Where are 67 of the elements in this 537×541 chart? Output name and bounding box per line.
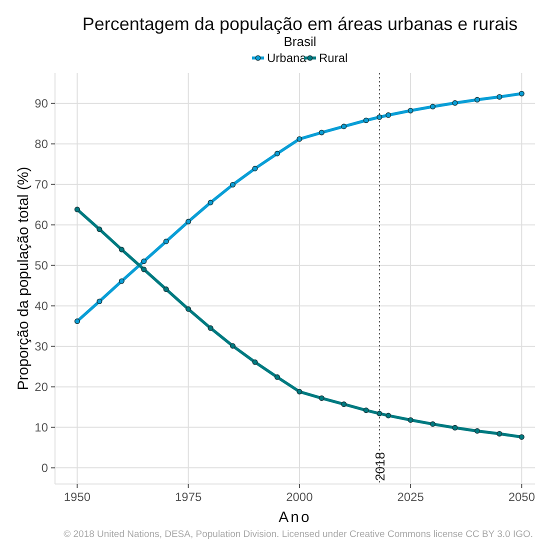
point (496, 430, 502, 437)
x-tick-label: 2000 (286, 490, 314, 504)
point (274, 150, 280, 156)
point (163, 238, 169, 244)
point (386, 112, 392, 118)
point (518, 434, 524, 440)
point (363, 408, 369, 414)
y-tick-label: 60 (34, 218, 48, 232)
y-axis-title: Proporção da população total (%) (15, 166, 32, 390)
x-axis-title: Ano (278, 509, 312, 526)
point (341, 401, 347, 408)
point (118, 246, 124, 252)
point (408, 417, 414, 423)
point (141, 258, 147, 264)
chart-subtitle: Brasil (284, 34, 316, 49)
legend-label: Rural (319, 51, 348, 66)
x-tick-label: 2050 (508, 490, 536, 504)
point (74, 206, 80, 212)
point (163, 286, 169, 292)
point (496, 94, 502, 100)
point (296, 388, 302, 394)
y-tick-label: 10 (34, 420, 48, 435)
point (252, 359, 258, 365)
point (318, 395, 324, 401)
y-tick-label: 80 (34, 137, 48, 152)
point (452, 424, 458, 431)
y-tick-label: 30 (34, 340, 48, 354)
point (452, 100, 458, 106)
point (318, 130, 324, 136)
chart-title: Percentagem da população em áreas urbanas e rurais (82, 14, 518, 34)
text: © 2018 United Nations, DESA, Population Division. Licensed under Creative Commons license CC BY 3.0 IGO. (64, 529, 533, 540)
x-tick-label: 1950 (64, 490, 91, 504)
y-tick-label: 20 (34, 380, 48, 394)
y-tick-label: 40 (34, 299, 48, 314)
point (408, 108, 414, 114)
point (252, 166, 258, 172)
legend-label: Urbana (267, 51, 307, 66)
point (518, 90, 524, 96)
point (376, 410, 382, 416)
point (230, 182, 236, 188)
point (363, 118, 369, 124)
point (386, 412, 392, 418)
point (208, 325, 214, 331)
x-tick-label: 2025 (397, 490, 424, 504)
y-tick-label: 50 (34, 258, 48, 273)
point (186, 306, 192, 312)
ref-line-label: 2018 (372, 452, 388, 481)
point (474, 96, 480, 103)
point (186, 218, 192, 224)
point (118, 278, 124, 284)
y-tick-label: 70 (34, 178, 48, 192)
point (274, 374, 280, 380)
point (430, 421, 436, 427)
point (96, 298, 102, 304)
point (341, 124, 347, 130)
point (230, 343, 236, 349)
point (296, 136, 302, 142)
point (208, 200, 214, 206)
point (96, 226, 102, 232)
point (74, 318, 80, 324)
point (376, 114, 382, 120)
point (430, 104, 436, 110)
y-tick-label: 0 (41, 461, 48, 476)
point (141, 266, 147, 272)
x-tick-label: 1975 (174, 490, 202, 504)
point (474, 428, 480, 434)
y-tick-label: 90 (34, 96, 48, 111)
